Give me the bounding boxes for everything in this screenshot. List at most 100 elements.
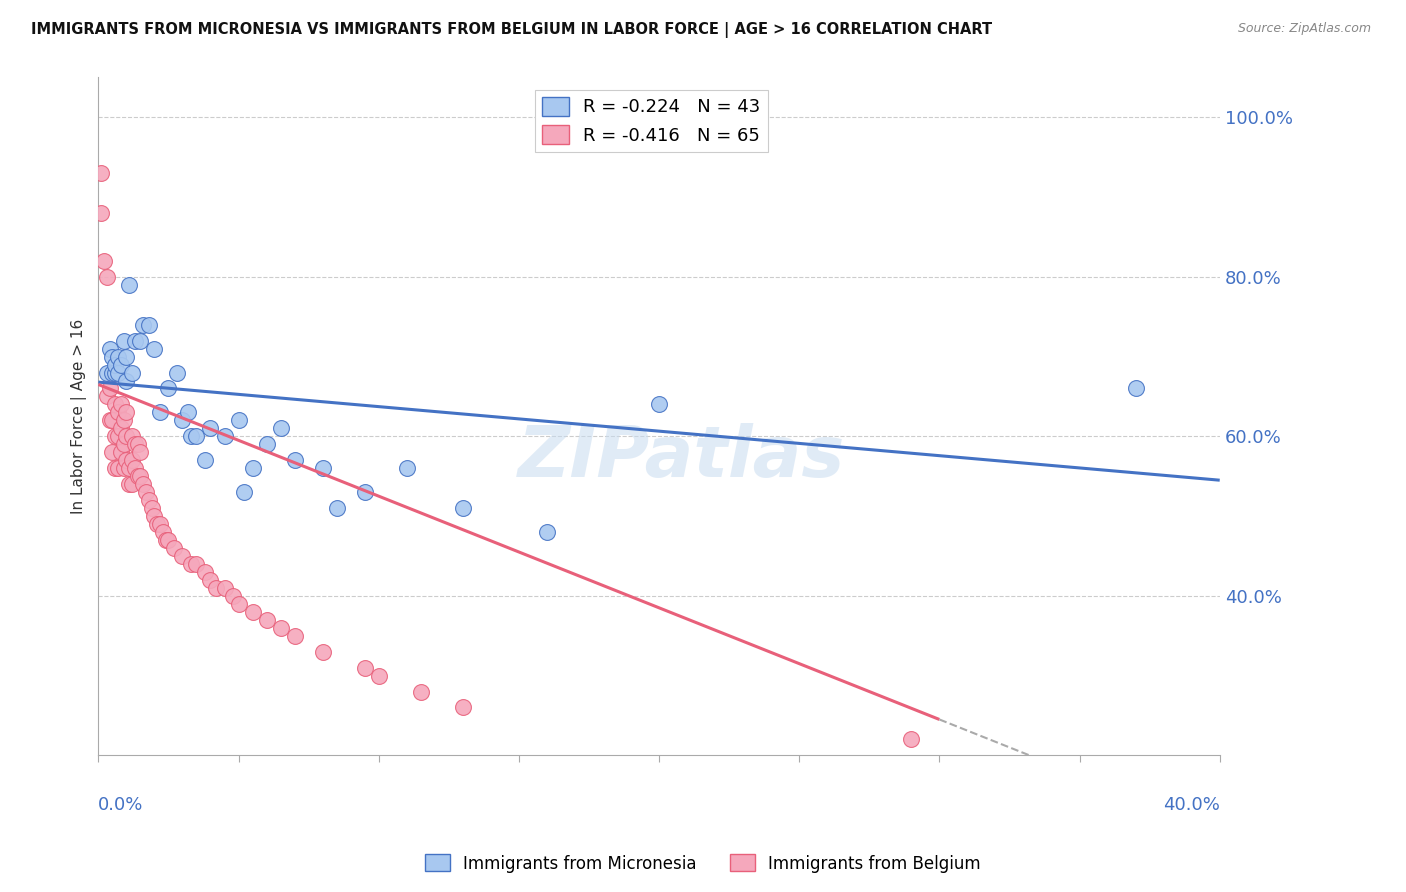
Text: IMMIGRANTS FROM MICRONESIA VS IMMIGRANTS FROM BELGIUM IN LABOR FORCE | AGE > 16 : IMMIGRANTS FROM MICRONESIA VS IMMIGRANTS… [31,22,993,38]
Point [110,445,132,459]
Point [96,366,118,380]
Point [409,684,432,698]
Point [186,557,208,571]
Point [107,461,129,475]
Y-axis label: In Labor Force | Age > 16: In Labor Force | Age > 16 [72,318,87,514]
Point [110,421,132,435]
Point [367,668,389,682]
Point [242,461,264,475]
Point [101,366,124,380]
Point [270,621,292,635]
Point [107,350,129,364]
Point [155,533,177,547]
Point [138,318,160,332]
Point [115,350,138,364]
Text: 0.0%: 0.0% [98,796,143,814]
Point [270,421,292,435]
Point [157,382,180,396]
Text: Source: ZipAtlas.com: Source: ZipAtlas.com [1237,22,1371,36]
Point [135,485,157,500]
Point [101,445,124,459]
Point [129,445,152,459]
Point [101,413,124,427]
Legend: Immigrants from Micronesia, Immigrants from Belgium: Immigrants from Micronesia, Immigrants f… [418,847,988,880]
Point [200,421,222,435]
Point [129,334,152,348]
Point [157,533,180,547]
Point [104,366,127,380]
Point [200,573,222,587]
Legend: R = -0.224   N = 43, R = -0.416   N = 65: R = -0.224 N = 43, R = -0.416 N = 65 [534,90,768,152]
Point [172,413,194,427]
Point [222,589,245,603]
Point [104,397,127,411]
Point [124,461,146,475]
Point [104,358,127,372]
Point [205,581,228,595]
Point [132,318,155,332]
Point [353,660,375,674]
Point [110,397,132,411]
Point [451,700,474,714]
Point [127,437,149,451]
Point [256,613,278,627]
Point [311,461,333,475]
Point [180,557,202,571]
Point [143,342,166,356]
Point [107,405,129,419]
Point [228,597,250,611]
Point [121,366,143,380]
Point [90,166,112,180]
Point [149,517,172,532]
Point [121,429,143,443]
Point [138,493,160,508]
Point [172,549,194,563]
Point [141,501,163,516]
Point [118,477,141,491]
Point [127,469,149,483]
Point [325,501,347,516]
Point [1125,382,1147,396]
Point [96,269,118,284]
Point [152,524,174,539]
Point [93,253,115,268]
Point [132,477,155,491]
Text: ZIPatlas: ZIPatlas [517,423,845,491]
Point [143,509,166,524]
Point [284,453,307,467]
Point [98,382,121,396]
Point [536,524,558,539]
Point [107,366,129,380]
Point [112,334,135,348]
Point [124,334,146,348]
Point [194,565,217,579]
Text: 40.0%: 40.0% [1163,796,1220,814]
Point [98,413,121,427]
Point [233,485,256,500]
Point [228,413,250,427]
Point [256,437,278,451]
Point [90,206,112,220]
Point [163,541,186,555]
Point [242,605,264,619]
Point [98,342,121,356]
Point [451,501,474,516]
Point [648,397,671,411]
Point [900,732,922,747]
Point [115,453,138,467]
Point [118,277,141,292]
Point [194,453,217,467]
Point [284,629,307,643]
Point [121,453,143,467]
Point [129,469,152,483]
Point [104,429,127,443]
Point [104,461,127,475]
Point [124,437,146,451]
Point [112,461,135,475]
Point [353,485,375,500]
Point [149,405,172,419]
Point [118,461,141,475]
Point [121,477,143,491]
Point [115,374,138,388]
Point [115,429,138,443]
